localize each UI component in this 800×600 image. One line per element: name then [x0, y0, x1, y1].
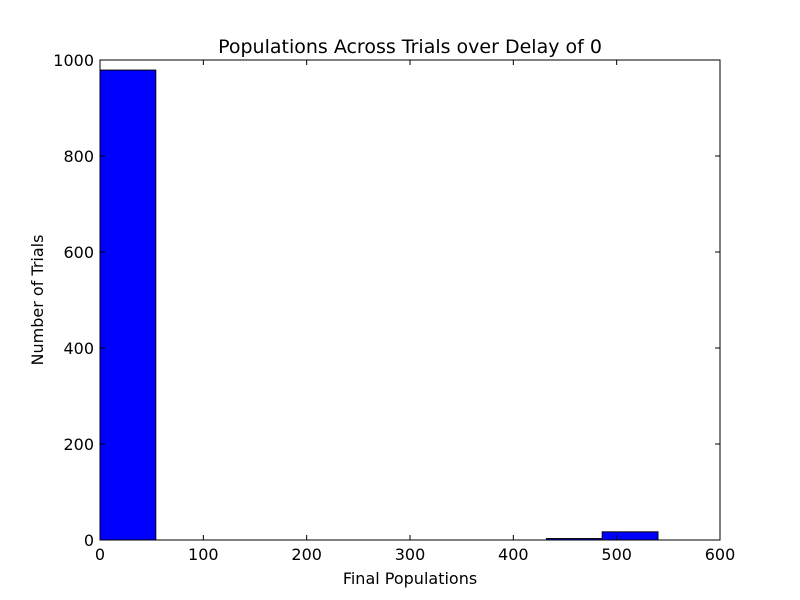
y-tick-label-4: 800 [63, 147, 94, 166]
y-tick-label-0: 0 [84, 531, 94, 550]
x-tick-label-5: 500 [601, 545, 632, 564]
chart-title: Populations Across Trials over Delay of … [218, 36, 602, 58]
plot-frame [99, 59, 721, 541]
x-tick-label-2: 200 [291, 545, 322, 564]
x-tick-label-1: 100 [188, 545, 219, 564]
x-tick-label-0: 0 [95, 545, 105, 564]
y-tick-label-2: 400 [63, 339, 94, 358]
x-axis-label: Final Populations [343, 569, 477, 588]
y-tick-label-3: 600 [63, 243, 94, 262]
x-tick-label-6: 600 [705, 545, 736, 564]
y-axis-label: Number of Trials [28, 235, 47, 366]
bars-group [99, 69, 659, 541]
y-tick-label-1: 200 [63, 435, 94, 454]
histogram-bar-0 [99, 69, 157, 541]
histogram-bar-9 [601, 531, 659, 541]
y-tick-label-5: 1000 [53, 51, 94, 70]
x-tick-label-3: 300 [395, 545, 426, 564]
x-tick-label-4: 400 [498, 545, 529, 564]
ticks-group: 0 100 200 300 400 500 600 0 200 400 600 800 1000 [53, 51, 735, 564]
